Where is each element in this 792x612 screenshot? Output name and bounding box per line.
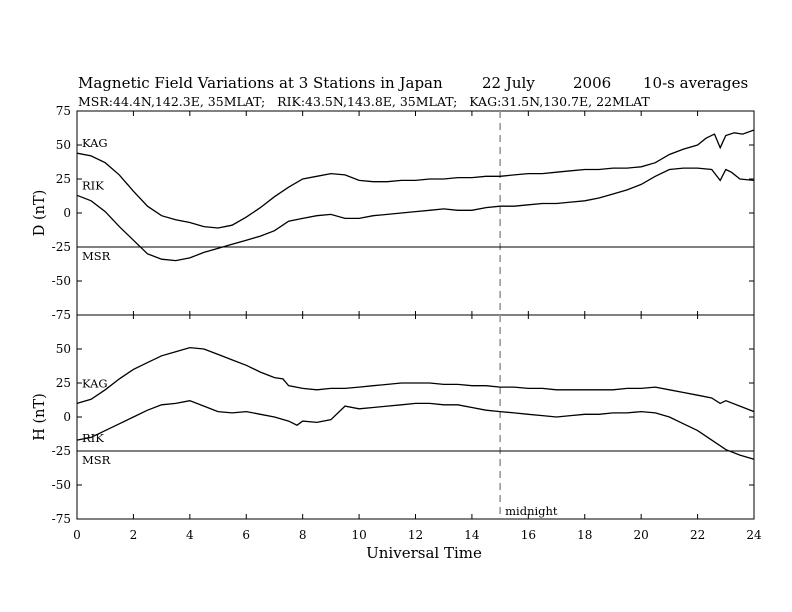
y-tick-label: -25 bbox=[52, 240, 71, 254]
x-tick-label: 2 bbox=[130, 528, 138, 542]
y-tick-label: -75 bbox=[52, 512, 71, 526]
y-tick-label: 0 bbox=[63, 206, 71, 220]
panel-frame bbox=[76, 110, 755, 316]
y-tick-label: 75 bbox=[56, 104, 71, 118]
y-tick-label: 25 bbox=[56, 172, 71, 186]
y-tick-label: -25 bbox=[52, 444, 71, 458]
x-tick-label: 8 bbox=[299, 528, 307, 542]
y-tick-label: 25 bbox=[56, 376, 71, 390]
midnight-label: midnight bbox=[505, 504, 558, 518]
x-axis: 0 2 4 6 8 10 12 14 16 18 20 22 24 bbox=[73, 111, 762, 542]
panel-1: 75 50 25 0 -25 -50 -75 D (nT) KAG RIK MSR bbox=[32, 104, 755, 322]
x-tick-label: 6 bbox=[242, 528, 250, 542]
chart-date-year: 2006 bbox=[573, 74, 611, 92]
series-label-rik: RIK bbox=[82, 431, 104, 445]
chart-title: Magnetic Field Variations at 3 Stations … bbox=[78, 74, 443, 92]
chart-date-day: 22 July bbox=[482, 74, 535, 92]
y-tick-label: 50 bbox=[56, 342, 71, 356]
x-tick-label: 12 bbox=[408, 528, 423, 542]
panel-2: 50 25 0 -25 -50 -75 H (nT) KAG RIK MSR midnight bbox=[32, 314, 755, 526]
series-label-msr: MSR bbox=[82, 453, 111, 467]
y-tick-label: 0 bbox=[63, 410, 71, 424]
y-tick-label: -50 bbox=[52, 274, 71, 288]
x-tick-label: 24 bbox=[746, 528, 762, 542]
x-tick-label: 0 bbox=[73, 528, 81, 542]
x-tick-label: 4 bbox=[186, 528, 194, 542]
series-line-kag bbox=[76, 346, 755, 413]
x-tick-label: 10 bbox=[351, 528, 366, 542]
series-line-rik bbox=[76, 167, 755, 262]
x-tick-label: 20 bbox=[634, 528, 649, 542]
series-line-rik bbox=[76, 400, 755, 460]
x-tick-label: 18 bbox=[577, 528, 592, 542]
y-axis-label: H (nT) bbox=[32, 393, 48, 441]
y-tick-label: -50 bbox=[52, 478, 71, 492]
y-axis-label: D (nT) bbox=[32, 190, 48, 237]
series-label-msr: MSR bbox=[82, 249, 111, 263]
series-label-rik: RIK bbox=[82, 178, 104, 192]
chart-subtitle: MSR:44.4N,142.3E, 35MLAT; RIK:43.5N,143.… bbox=[78, 94, 650, 109]
series-label-kag: KAG bbox=[82, 376, 108, 390]
panel-frame bbox=[76, 314, 755, 520]
x-tick-label: 16 bbox=[521, 528, 536, 542]
panels: 75 50 25 0 -25 -50 -75 D (nT) KAG RIK MSR 50 25 0 -25 -… bbox=[32, 104, 755, 526]
y-tick-label: 50 bbox=[56, 138, 71, 152]
x-tick-label: 14 bbox=[464, 528, 480, 542]
y-tick-label: -75 bbox=[52, 308, 71, 322]
series-label-kag: KAG bbox=[82, 136, 108, 150]
x-tick-label: 22 bbox=[690, 528, 705, 542]
chart-averaging-label: 10-s averages bbox=[643, 74, 748, 92]
series-line-kag bbox=[76, 129, 755, 229]
x-axis-label: Universal Time bbox=[366, 544, 482, 562]
